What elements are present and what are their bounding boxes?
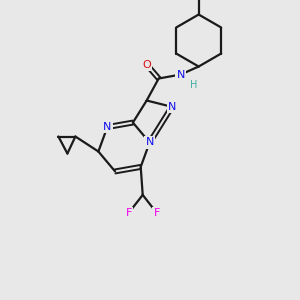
Text: O: O [142, 59, 151, 70]
Text: F: F [125, 208, 132, 218]
Text: H: H [190, 80, 197, 89]
Text: N: N [168, 102, 176, 112]
Text: N: N [146, 137, 154, 148]
Text: N: N [176, 70, 185, 80]
Text: N: N [103, 122, 112, 132]
Text: F: F [154, 208, 160, 218]
